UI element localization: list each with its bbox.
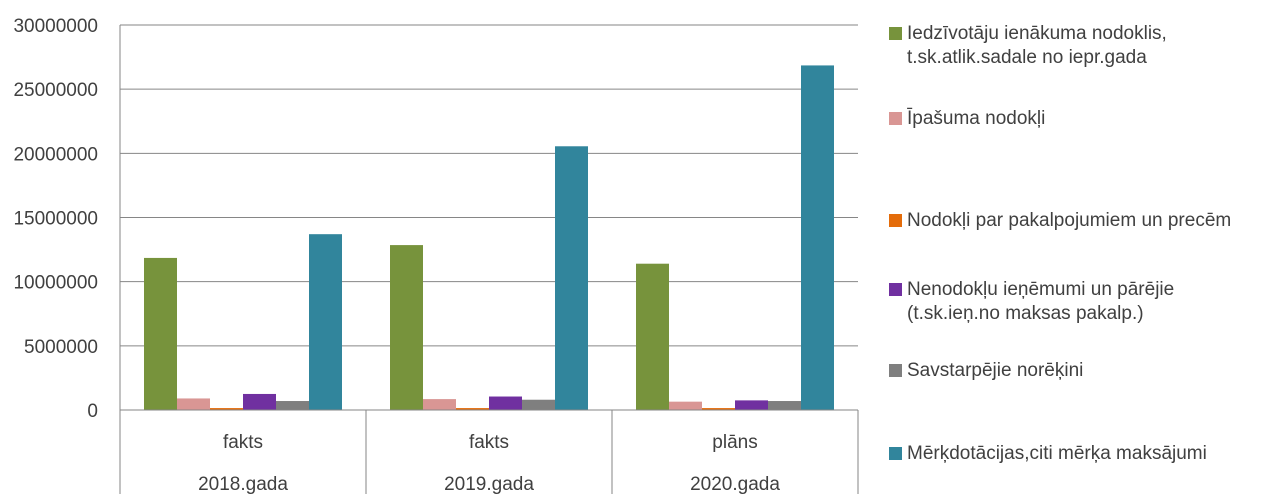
bar [210,408,243,410]
legend: Iedzīvotāju ienākuma nodoklis, t.sk.atli… [889,0,1287,494]
bar [309,234,342,410]
legend-item: Nenodokļu ieņēmumi un pārējie (t.sk.ieņ.… [889,278,1174,326]
bar [522,399,555,410]
x-tick-label: fakts [223,432,263,453]
legend-label: Savstarpējie norēķini [907,360,1084,381]
legend-swatch [889,364,902,377]
bar [423,399,456,410]
bar [489,396,522,410]
x-group-label: 2018.gada [198,474,288,494]
legend-label: Nodokļi par pakalpojumiem un precēm [907,210,1232,231]
legend-swatch [889,283,902,296]
y-tick-label: 20000000 [13,144,98,165]
x-tick-label: fakts [469,432,509,453]
bar [243,393,276,410]
bars [144,65,834,411]
bar-chart: 0 5000000 10000000 15000000 20000000 25000000… [13,16,859,494]
bar [555,146,588,410]
legend-item: Nodokļi par pakalpojumiem un precēm [889,209,1231,233]
legend-swatch [889,112,902,125]
legend-swatch [889,447,902,460]
legend-item: Savstarpējie norēķini [889,359,1083,383]
bar [144,257,177,410]
legend-item: Mērķdotācijas,citi mērķa maksājumi [889,442,1207,466]
x-group-label: 2019.gada [444,474,534,494]
bar [390,245,423,410]
bar [276,401,309,410]
bar [735,400,768,410]
gridlines [120,24,858,347]
x-group-label: 2020.gada [690,474,780,494]
bar [702,408,735,410]
y-tick-label: 10000000 [13,273,98,294]
bar [456,408,489,410]
x-tick-label: plāns [712,432,757,453]
bar [768,401,801,410]
y-tick-label: 5000000 [24,337,98,358]
y-tick-label: 30000000 [13,16,98,37]
legend-item: Īpašuma nodokļi [889,107,1045,131]
y-tick-label: 25000000 [13,80,98,101]
y-tick-label: 0 [87,401,98,422]
y-axis-tick-labels: 0 5000000 10000000 15000000 20000000 25000000… [13,16,98,422]
bar [801,65,834,411]
legend-label: Mērķdotācijas,citi mērķa maksājumi [907,443,1207,464]
legend-label: Iedzīvotāju ienākuma nodoklis, t.sk.atli… [907,23,1167,68]
legend-label: Īpašuma nodokļi [907,108,1046,129]
bar [669,401,702,410]
y-tick-label: 15000000 [13,209,98,230]
x-axis: fakts 2018.gada fakts 2019.gada plāns 2020.ga… [119,25,859,494]
legend-label: Nenodokļu ieņēmumi un pārējie (t.sk.ieņ.… [907,279,1175,324]
legend-item: Iedzīvotāju ienākuma nodoklis, t.sk.atli… [889,22,1167,70]
bar [177,398,210,410]
legend-swatch [889,214,902,227]
legend-swatch [889,27,902,40]
bar [636,263,669,410]
